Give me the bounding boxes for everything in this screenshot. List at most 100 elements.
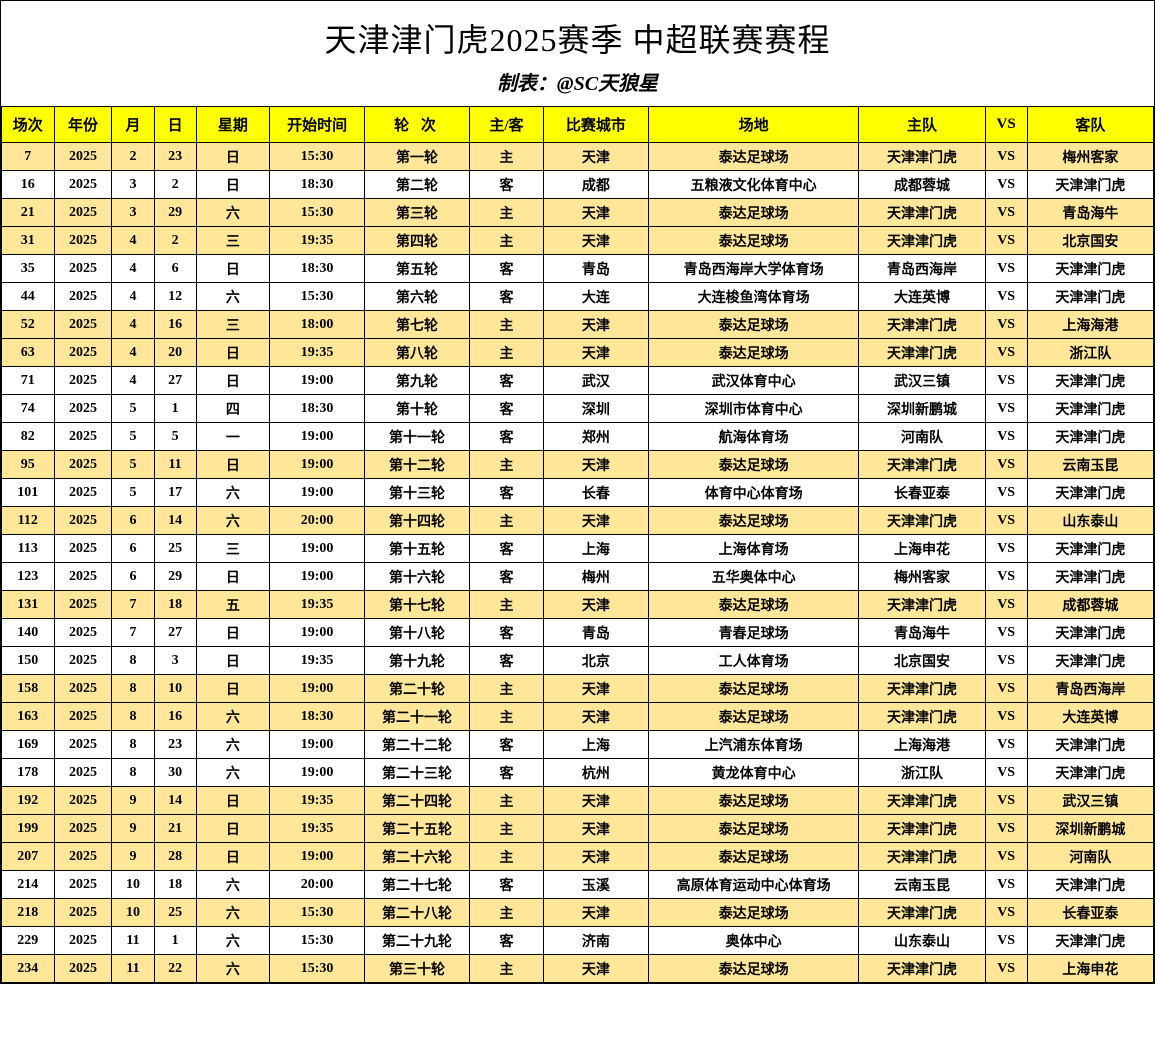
cell-match: 140 [2,619,55,647]
cell-city: 天津 [543,199,648,227]
cell-ateam: 天津津门虎 [1027,619,1153,647]
cell-city: 天津 [543,227,648,255]
cell-ateam: 青岛西海岸 [1027,675,1153,703]
cell-year: 2025 [54,227,112,255]
cell-match: 131 [2,591,55,619]
cell-round: 第四轮 [364,227,469,255]
cell-dow: 六 [196,479,270,507]
cell-round: 第八轮 [364,339,469,367]
cell-city: 天津 [543,675,648,703]
cell-match: 35 [2,255,55,283]
cell-dow: 三 [196,311,270,339]
cell-match: 123 [2,563,55,591]
cell-vs: VS [985,283,1027,311]
cell-year: 2025 [54,759,112,787]
cell-venue: 泰达足球场 [648,143,858,171]
cell-city: 北京 [543,647,648,675]
cell-time: 19:35 [270,339,365,367]
cell-round: 第十轮 [364,395,469,423]
cell-hteam: 天津津门虎 [859,311,985,339]
cell-ha: 客 [470,563,544,591]
cell-vs: VS [985,423,1027,451]
cell-round: 第十九轮 [364,647,469,675]
cell-ha: 主 [470,451,544,479]
table-row: 1122025614六20:00第十四轮主天津泰达足球场天津津门虎VS山东泰山 [2,507,1154,535]
cell-venue: 上海体育场 [648,535,858,563]
cell-year: 2025 [54,283,112,311]
cell-ha: 主 [470,815,544,843]
table-row: 2292025111六15:30第二十九轮客济南奥体中心山东泰山VS天津津门虎 [2,927,1154,955]
cell-venue: 泰达足球场 [648,843,858,871]
cell-month: 7 [112,619,154,647]
cell-ateam: 青岛海牛 [1027,199,1153,227]
cell-time: 19:00 [270,731,365,759]
cell-time: 19:35 [270,591,365,619]
cell-ateam: 天津津门虎 [1027,647,1153,675]
cell-dow: 日 [196,787,270,815]
cell-year: 2025 [54,255,112,283]
cell-year: 2025 [54,619,112,647]
cell-round: 第二十四轮 [364,787,469,815]
cell-venue: 泰达足球场 [648,675,858,703]
cell-city: 济南 [543,927,648,955]
cell-ateam: 天津津门虎 [1027,479,1153,507]
cell-match: 178 [2,759,55,787]
cell-match: 101 [2,479,55,507]
cell-time: 19:00 [270,367,365,395]
cell-time: 19:35 [270,815,365,843]
table-row: 1632025816六18:30第二十一轮主天津泰达足球场天津津门虎VS大连英博 [2,703,1154,731]
cell-time: 18:30 [270,255,365,283]
table-row: 74202551四18:30第十轮客深圳深圳市体育中心深圳新鹏城VS天津津门虎 [2,395,1154,423]
cell-match: 234 [2,955,55,983]
cell-venue: 泰达足球场 [648,339,858,367]
cell-round: 第二十轮 [364,675,469,703]
cell-day: 27 [154,619,196,647]
cell-city: 大连 [543,283,648,311]
cell-year: 2025 [54,563,112,591]
cell-round: 第二十五轮 [364,815,469,843]
cell-vs: VS [985,647,1027,675]
cell-dow: 四 [196,395,270,423]
table-row: 82202555一19:00第十一轮客郑州航海体育场河南队VS天津津门虎 [2,423,1154,451]
cell-month: 11 [112,927,154,955]
table-row: 35202546日18:30第五轮客青岛青岛西海岸大学体育场青岛西海岸VS天津津… [2,255,1154,283]
cell-day: 2 [154,171,196,199]
cell-year: 2025 [54,311,112,339]
cell-dow: 日 [196,451,270,479]
cell-year: 2025 [54,843,112,871]
cell-venue: 青岛西海岸大学体育场 [648,255,858,283]
cell-month: 5 [112,451,154,479]
cell-hteam: 青岛西海岸 [859,255,985,283]
cell-dow: 一 [196,423,270,451]
table-row: 150202583日19:35第十九轮客北京工人体育场北京国安VS天津津门虎 [2,647,1154,675]
cell-year: 2025 [54,787,112,815]
cell-hteam: 天津津门虎 [859,199,985,227]
page-subtitle: 制表：@SC天狼星 [1,67,1154,96]
title-block: 天津津门虎2025赛季 中超联赛赛程 制表：@SC天狼星 [1,0,1154,106]
cell-vs: VS [985,143,1027,171]
cell-match: 199 [2,815,55,843]
cell-match: 158 [2,675,55,703]
cell-time: 18:30 [270,171,365,199]
cell-year: 2025 [54,955,112,983]
cell-dow: 日 [196,143,270,171]
cell-month: 4 [112,339,154,367]
cell-vs: VS [985,703,1027,731]
cell-year: 2025 [54,703,112,731]
cell-day: 6 [154,255,196,283]
cell-city: 成都 [543,171,648,199]
cell-month: 6 [112,507,154,535]
cell-city: 天津 [543,591,648,619]
table-row: 72025223日15:30第一轮主天津泰达足球场天津津门虎VS梅州客家 [2,143,1154,171]
cell-year: 2025 [54,675,112,703]
cell-round: 第十七轮 [364,591,469,619]
cell-venue: 泰达足球场 [648,815,858,843]
cell-year: 2025 [54,591,112,619]
cell-month: 4 [112,311,154,339]
cell-venue: 泰达足球场 [648,311,858,339]
cell-round: 第三轮 [364,199,469,227]
cell-round: 第六轮 [364,283,469,311]
cell-round: 第二十九轮 [364,927,469,955]
table-row: 21820251025六15:30第二十八轮主天津泰达足球场天津津门虎VS长春亚… [2,899,1154,927]
cell-venue: 五粮液文化体育中心 [648,171,858,199]
